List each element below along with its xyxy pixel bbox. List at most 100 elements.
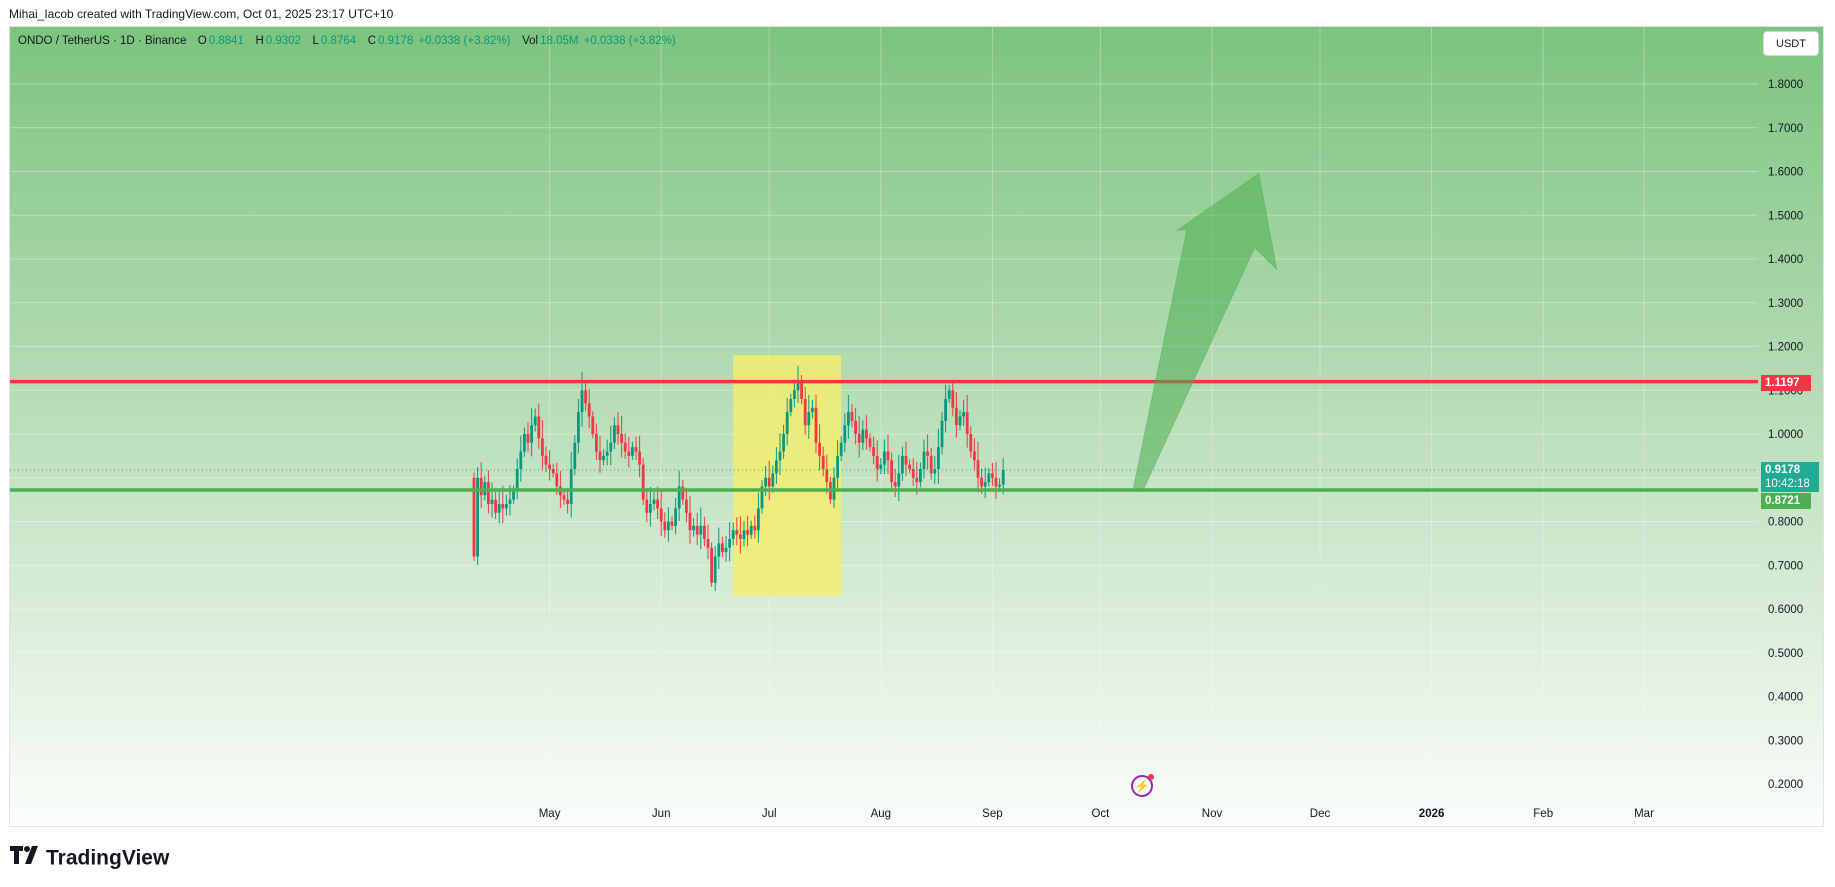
currency-button[interactable]: USDT	[1763, 31, 1819, 56]
candle-body	[735, 530, 739, 535]
candle-body	[512, 490, 515, 500]
candle-body	[854, 420, 857, 434]
time-tick-label: Feb	[1533, 808, 1553, 820]
open-value: 0.8841	[208, 35, 244, 47]
candle-body	[656, 499, 659, 509]
projection-arrow-shape	[1132, 172, 1278, 492]
candle-body	[634, 447, 638, 452]
candle-body	[530, 425, 533, 443]
time-tick-label: May	[539, 808, 561, 820]
candle-body	[685, 499, 688, 513]
time-tick-label: Sep	[982, 808, 1002, 820]
candle-body	[602, 455, 605, 461]
candle-body	[692, 525, 695, 531]
candle-body	[487, 482, 490, 504]
candle-body	[886, 451, 890, 461]
close-value: 0.9178	[378, 35, 414, 47]
high-label: H	[255, 35, 264, 47]
candle-body	[497, 504, 501, 513]
candle-body	[965, 412, 969, 434]
candle-body	[562, 495, 566, 500]
candle-body	[613, 425, 616, 443]
candle-body	[947, 390, 951, 399]
candle-body	[638, 451, 641, 465]
candle-body	[821, 455, 825, 469]
candle-body	[933, 469, 937, 474]
candle-body	[753, 525, 757, 531]
time-tick-label: Dec	[1310, 808, 1331, 820]
candle-body	[584, 390, 587, 404]
candle-body	[843, 425, 847, 443]
candle-body	[915, 477, 919, 483]
chart-background	[10, 27, 1823, 825]
candle-body	[674, 508, 677, 526]
brand-text: TradingView	[46, 846, 170, 870]
close-label: C	[367, 35, 377, 47]
candle-body	[757, 508, 760, 531]
candle-body	[519, 451, 523, 469]
candle-body	[811, 407, 814, 413]
candle-body	[962, 412, 965, 417]
price-tick-label: 0.4000	[1768, 692, 1803, 704]
candle-body	[911, 469, 915, 478]
low-value: 0.8764	[320, 35, 357, 47]
candle-body	[591, 416, 595, 434]
candle-body	[573, 442, 577, 469]
price-tick-label: 0.6000	[1768, 604, 1803, 616]
candle-body	[929, 455, 933, 474]
change-value: +0.0338 (+3.82%)	[418, 35, 511, 47]
candle-body	[713, 556, 717, 583]
candle-body	[728, 539, 731, 548]
candle-body	[868, 438, 872, 448]
candle-body	[893, 482, 897, 487]
candle-body	[537, 416, 541, 439]
chart-frame	[9, 26, 1824, 827]
last-price-value: 0.9178	[1765, 464, 1801, 476]
candle-body	[699, 525, 703, 535]
support-price-tag: 0.8721	[1761, 493, 1811, 509]
candle-body	[785, 412, 789, 434]
time-tick-label: Mar	[1634, 808, 1654, 820]
candle-body	[796, 381, 800, 391]
candle-body	[940, 420, 944, 448]
volume-change: +0.0338 (+3.82%)	[583, 35, 676, 47]
candle-body	[731, 530, 735, 539]
time-tick-label: 2026	[1419, 808, 1445, 820]
time-tick-label: Jul	[762, 808, 777, 820]
candle-body	[523, 434, 526, 452]
candle-body	[670, 521, 674, 526]
candle-body	[1001, 469, 1005, 485]
symbol-label[interactable]: ONDO / TetherUS · 1D · Binance	[18, 35, 187, 47]
ohlc-legend: ONDO / TetherUS · 1D · Binance O 0.8841 H…	[18, 35, 678, 47]
candle-body	[901, 455, 904, 474]
candle-body	[577, 412, 580, 443]
candle-body	[623, 442, 627, 452]
candle-body	[847, 412, 850, 426]
candle-body	[548, 464, 551, 469]
candle-body	[857, 434, 861, 443]
candle-body	[505, 504, 508, 509]
levels	[10, 379, 1758, 492]
volume-value: 18.05M	[540, 35, 579, 47]
candle-body	[746, 530, 749, 535]
candle-body	[494, 499, 497, 513]
candle-body	[627, 451, 631, 456]
candle-body	[555, 473, 559, 487]
price-tick-label: 1.6000	[1768, 167, 1803, 179]
candle-body	[875, 455, 879, 469]
candle-body	[595, 434, 598, 452]
candle-body	[922, 451, 926, 469]
candle-body	[793, 390, 796, 399]
candle-body	[818, 442, 821, 456]
candle-body	[566, 499, 569, 504]
candle-body	[649, 504, 652, 513]
price-tick-label: 1.4000	[1768, 254, 1803, 266]
candle-body	[814, 407, 818, 443]
candle-body	[551, 469, 555, 474]
lightning-icon[interactable]: ⚡	[1131, 774, 1154, 797]
candle-body	[742, 530, 746, 539]
candle-body	[501, 504, 505, 509]
price-tick-label: 0.7000	[1768, 560, 1803, 572]
candle-body	[695, 525, 699, 535]
